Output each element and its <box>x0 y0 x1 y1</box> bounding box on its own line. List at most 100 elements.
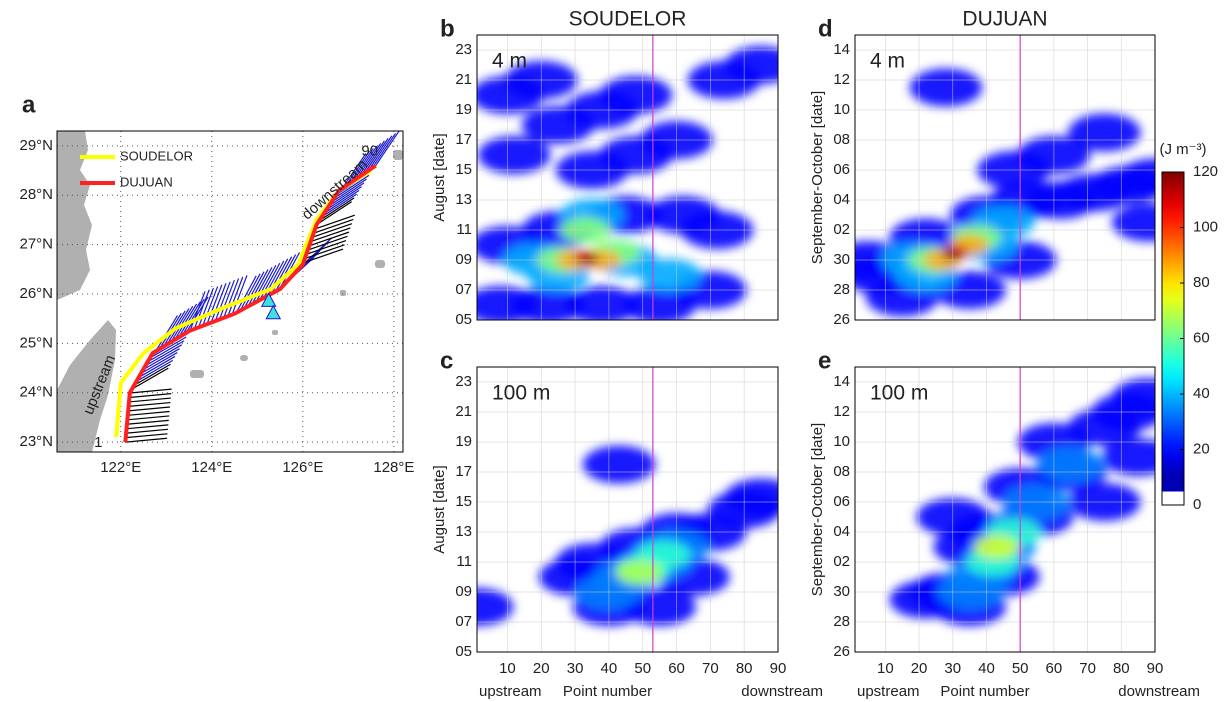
heat-cell <box>1101 438 1155 476</box>
transect <box>375 130 400 166</box>
panel-title: DUJUAN <box>962 8 1047 31</box>
transect <box>326 186 362 211</box>
x-tick-label: 70 <box>1079 660 1096 677</box>
axes-frame <box>476 34 779 321</box>
y-tick-label: 30 <box>833 251 850 268</box>
x-tick-label: 60 <box>668 660 685 677</box>
y-tick-label: 19 <box>455 101 472 118</box>
transect <box>318 197 355 222</box>
transect <box>255 264 277 303</box>
transect <box>210 283 227 323</box>
x-tick-label: 128°E <box>373 459 414 476</box>
transect <box>275 254 297 292</box>
transect <box>129 393 172 399</box>
y-tick-label: 10 <box>833 433 850 450</box>
y-tick-label: 28 <box>833 613 850 630</box>
transect <box>174 303 198 341</box>
y-axis-label: September-October [date] <box>809 91 826 264</box>
colorbar-label: (J m⁻³) <box>1159 141 1206 158</box>
map-frame <box>56 130 404 453</box>
depth-label: 100 m <box>492 382 550 405</box>
heat-cell <box>599 76 673 114</box>
x-tick-label: 122°E <box>100 459 141 476</box>
panel-letter: a <box>22 91 36 118</box>
transect <box>140 352 178 375</box>
end-label: 90 <box>361 143 378 160</box>
transect <box>129 388 172 394</box>
heat-cell <box>582 445 656 484</box>
transect <box>235 275 257 314</box>
x-tick-label: 30 <box>944 660 961 677</box>
y-tick-label: 12 <box>833 71 850 88</box>
transect <box>126 419 169 425</box>
x-tick-label: 40 <box>978 660 995 677</box>
transect <box>307 235 348 251</box>
transect <box>125 437 168 443</box>
y-tick-label: 12 <box>833 403 850 420</box>
heat-cell <box>1068 113 1141 152</box>
axes-frame <box>476 366 779 653</box>
y-tick-label: 26°N <box>19 285 53 302</box>
transect <box>138 355 176 378</box>
transect <box>178 301 201 338</box>
legend-label: DUJUAN <box>120 174 173 189</box>
transect <box>316 201 353 226</box>
y-tick-label: 25°N <box>19 334 53 351</box>
y-tick-label: 13 <box>455 191 472 208</box>
x-tick-label: 20 <box>533 660 550 677</box>
transect <box>149 336 187 359</box>
transect <box>323 189 360 214</box>
y-tick-label: 09 <box>455 251 472 268</box>
heat-cell <box>724 478 778 517</box>
y-tick-label: 11 <box>456 221 472 238</box>
x-tick-label: 50 <box>1012 660 1029 677</box>
transect <box>328 182 365 207</box>
transect <box>371 132 397 169</box>
transect <box>310 227 351 243</box>
y-tick-label: 10 <box>833 101 850 118</box>
x-tick-label: 124°E <box>191 459 232 476</box>
transect <box>243 271 265 309</box>
y-tick-label: 02 <box>833 553 850 570</box>
land <box>57 131 403 452</box>
heatmap-blobs <box>477 46 778 320</box>
transect <box>309 231 350 247</box>
x-tick-label: 80 <box>1113 660 1130 677</box>
y-axis-label: August [date] <box>431 465 448 553</box>
y-tick-label: 26 <box>833 311 850 328</box>
transect <box>345 150 371 187</box>
heat-cell <box>974 535 1020 559</box>
heat-cell <box>615 560 664 585</box>
x-tick-label: 10 <box>877 660 894 677</box>
x-tick-label: 90 <box>770 660 787 677</box>
transect <box>189 291 206 331</box>
track-line <box>123 163 377 443</box>
transect <box>131 367 169 390</box>
transect <box>197 287 214 328</box>
y-tick-label: 07 <box>455 281 472 298</box>
y-tick-label: 27°N <box>19 236 53 253</box>
transect <box>128 406 171 412</box>
y-tick-label: 07 <box>455 613 472 630</box>
y-tick-label: 26 <box>833 643 850 660</box>
transect <box>321 193 357 218</box>
transect <box>202 286 219 327</box>
transect <box>311 223 353 238</box>
y-tick-label: 02 <box>833 221 850 238</box>
transect <box>239 273 261 312</box>
transect <box>352 145 378 182</box>
depth-label: 100 m <box>870 382 928 405</box>
x-tick-label: 50 <box>634 660 651 677</box>
y-tick-label: 30 <box>833 583 850 600</box>
y-tick-label: 21 <box>455 71 472 88</box>
heatmap-blobs <box>889 378 1155 626</box>
transect <box>364 138 389 174</box>
transect <box>314 214 355 230</box>
depth-label: 4 m <box>492 50 527 73</box>
transects <box>125 130 400 443</box>
heat-cell <box>477 588 514 626</box>
transect <box>127 410 170 416</box>
colorbar-tick-label: 40 <box>1193 385 1210 402</box>
transect <box>306 240 347 255</box>
